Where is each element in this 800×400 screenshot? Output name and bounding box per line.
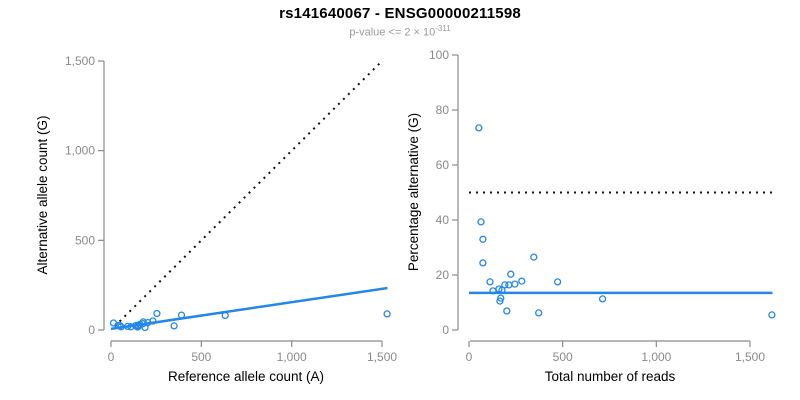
data-point [768, 311, 776, 319]
data-point [475, 124, 483, 132]
data-point [177, 311, 186, 319]
data-point [116, 322, 124, 330]
data-point [518, 277, 526, 285]
left-plot: 0 500 1,000 1,500 0 500 1,000 1,500 Reference al… [35, 54, 397, 384]
identity-line [113, 60, 383, 328]
data-point [149, 317, 157, 325]
x-tick-label: 1,500 [735, 350, 765, 364]
x-axis-title: Reference allele count (A) [168, 369, 324, 384]
y-axis-title: Alternative allele count (G) [35, 115, 50, 274]
data-point [503, 307, 511, 315]
x-tick-label: 0 [466, 350, 473, 364]
data-point [153, 309, 161, 318]
y-tick-label: 500 [75, 233, 95, 247]
data-point [511, 280, 519, 288]
data-point [170, 322, 178, 330]
y-axis-title: Percentage alternative (G) [406, 113, 421, 271]
data-point [123, 322, 132, 331]
y-tick-label: 1,500 [65, 54, 95, 68]
y-tick-label: 60 [436, 158, 450, 172]
data-point [501, 281, 509, 289]
data-point [486, 278, 494, 286]
y-tick-label: 0 [88, 323, 95, 337]
figure-title: rs141640067 - ENSG00000211598 [279, 5, 521, 22]
data-point [383, 310, 391, 318]
x-tick-label: 1,000 [277, 350, 307, 364]
fit-line [110, 286, 388, 331]
data-point [479, 235, 487, 243]
data-point [477, 218, 485, 226]
data-point [127, 323, 135, 331]
x-tick-label: 500 [191, 350, 211, 364]
data-point [221, 311, 229, 320]
data-point [496, 297, 504, 305]
x-axis-title: Total number of reads [545, 369, 676, 384]
data-point [479, 259, 487, 267]
data-point [553, 278, 562, 286]
x-tick-label: 1,000 [641, 350, 671, 364]
y-tick-label: 0 [442, 323, 449, 337]
subtitle-text: p-value <= 2 × 10 [349, 26, 436, 39]
x-tick-label: 500 [553, 350, 573, 364]
x-tick-label: 1,500 [367, 350, 397, 364]
y-tick-label: 1,000 [65, 144, 95, 158]
figure-subtitle: p-value <= 2 × 10-311 [0, 24, 800, 39]
x-tick-label: 0 [108, 350, 115, 364]
y-tick-label: 40 [436, 213, 450, 227]
y-tick-label: 20 [436, 268, 450, 282]
data-point [497, 294, 505, 302]
data-point [530, 253, 538, 261]
y-tick-label: 100 [429, 48, 449, 62]
data-point [507, 270, 515, 278]
right-plot: 0 20 40 60 80 100 0 500 1,000 1,500 Total number o… [406, 48, 776, 384]
y-tick-label: 80 [436, 103, 450, 117]
data-point [505, 281, 513, 289]
data-point [598, 295, 607, 303]
subtitle-exponent: -311 [435, 24, 451, 33]
data-point [535, 309, 543, 317]
